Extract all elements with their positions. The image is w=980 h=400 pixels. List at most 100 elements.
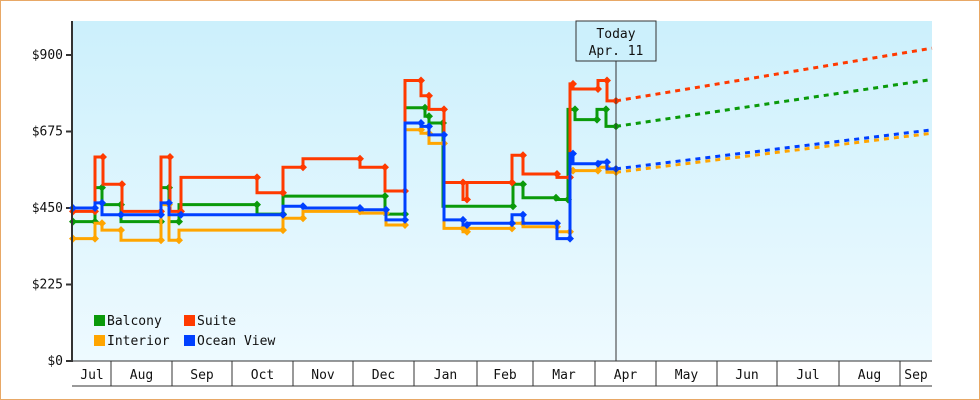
data-point — [253, 173, 261, 182]
data-point — [603, 76, 611, 85]
x-month-label: Sep — [904, 368, 928, 383]
data-point — [279, 226, 287, 235]
data-point — [299, 163, 307, 172]
series-ocean-view — [69, 119, 933, 243]
data-point — [569, 149, 577, 158]
y-tick-label: $0 — [47, 354, 63, 369]
data-point — [117, 226, 125, 235]
data-point — [401, 221, 409, 229]
data-point — [594, 159, 602, 168]
legend-label: Ocean View — [197, 334, 275, 349]
legend-swatch — [94, 315, 105, 326]
data-point — [519, 180, 527, 189]
x-month-label: Aug — [858, 368, 881, 383]
data-point — [571, 105, 579, 114]
y-tick-label: $675 — [32, 125, 63, 140]
data-point — [98, 198, 106, 207]
legend-swatch — [94, 335, 105, 346]
data-point — [602, 105, 610, 114]
forecast-line — [615, 46, 933, 103]
forecast-line — [615, 131, 933, 174]
data-point — [381, 163, 389, 172]
data-point — [553, 219, 561, 228]
data-point — [519, 210, 527, 219]
x-month-label: Dec — [372, 368, 395, 383]
data-point — [508, 178, 516, 187]
data-point — [594, 166, 602, 175]
y-tick-label: $900 — [32, 48, 63, 63]
data-point — [440, 105, 448, 114]
data-point — [417, 119, 425, 127]
x-month-label: May — [675, 368, 699, 383]
x-month-label: Jul — [796, 368, 819, 383]
data-point — [552, 193, 560, 202]
data-point — [425, 122, 433, 131]
today-box — [575, 20, 657, 62]
x-month-label: Apr — [614, 368, 638, 383]
data-point — [440, 130, 448, 139]
data-point — [594, 85, 602, 93]
data-point — [603, 158, 611, 167]
series-suite — [69, 46, 933, 216]
legend: Balcony Suite Interior Ocean View — [94, 314, 275, 349]
legend-label: Suite — [197, 314, 236, 329]
legend-swatch — [184, 315, 195, 326]
data-point — [99, 153, 107, 161]
forecast-line — [615, 128, 933, 171]
legend-label: Balcony — [107, 314, 162, 329]
data-point — [177, 210, 185, 219]
data-point — [459, 215, 467, 224]
data-point — [425, 112, 433, 121]
data-point — [566, 234, 574, 243]
data-point — [417, 76, 425, 85]
data-point — [459, 178, 467, 187]
x-month-label: Jan — [434, 368, 457, 383]
data-point — [299, 202, 307, 211]
forecast-line — [615, 77, 933, 128]
x-month-label: Jul — [80, 368, 103, 383]
y-axis: $0 $225 $450 $675 $900 — [32, 48, 72, 369]
data-point — [463, 221, 471, 229]
legend-swatch — [184, 335, 195, 346]
data-point — [299, 214, 307, 223]
x-month-label: Sep — [190, 368, 214, 383]
data-point — [593, 115, 601, 124]
data-point — [166, 153, 174, 161]
y-tick-label: $450 — [32, 201, 63, 216]
data-point — [279, 210, 287, 219]
legend-label: Interior — [107, 334, 170, 349]
data-point — [117, 210, 125, 219]
data-point — [509, 202, 517, 211]
data-point — [279, 188, 287, 197]
data-point — [157, 210, 165, 219]
today-date: Apr. 11 — [589, 44, 644, 59]
data-point — [253, 200, 261, 209]
x-month-label: Aug — [130, 368, 153, 383]
data-point — [356, 154, 364, 163]
x-axis: Jul Aug Sep Oct Nov Dec Jan Feb Mar Apr May Jun Jul A… — [72, 360, 932, 387]
data-point — [165, 198, 173, 207]
x-month-label: Mar — [552, 368, 576, 383]
y-tick-label: $225 — [32, 278, 63, 293]
plot-area — [72, 21, 932, 361]
data-point — [356, 204, 364, 212]
data-point — [91, 234, 99, 243]
data-point — [381, 192, 389, 201]
x-month-label: Nov — [311, 368, 335, 383]
data-point — [508, 224, 516, 233]
data-point — [421, 103, 429, 112]
series-lines — [69, 46, 933, 245]
x-month-label: Oct — [251, 368, 274, 383]
data-point — [508, 219, 516, 228]
data-point — [175, 217, 183, 226]
data-point — [553, 170, 561, 178]
today-label: Today — [596, 27, 635, 42]
data-point — [118, 180, 126, 189]
data-point — [382, 205, 390, 214]
data-point — [98, 219, 106, 228]
data-point — [91, 204, 99, 212]
x-month-label: Jun — [735, 368, 758, 383]
data-point — [401, 215, 409, 224]
